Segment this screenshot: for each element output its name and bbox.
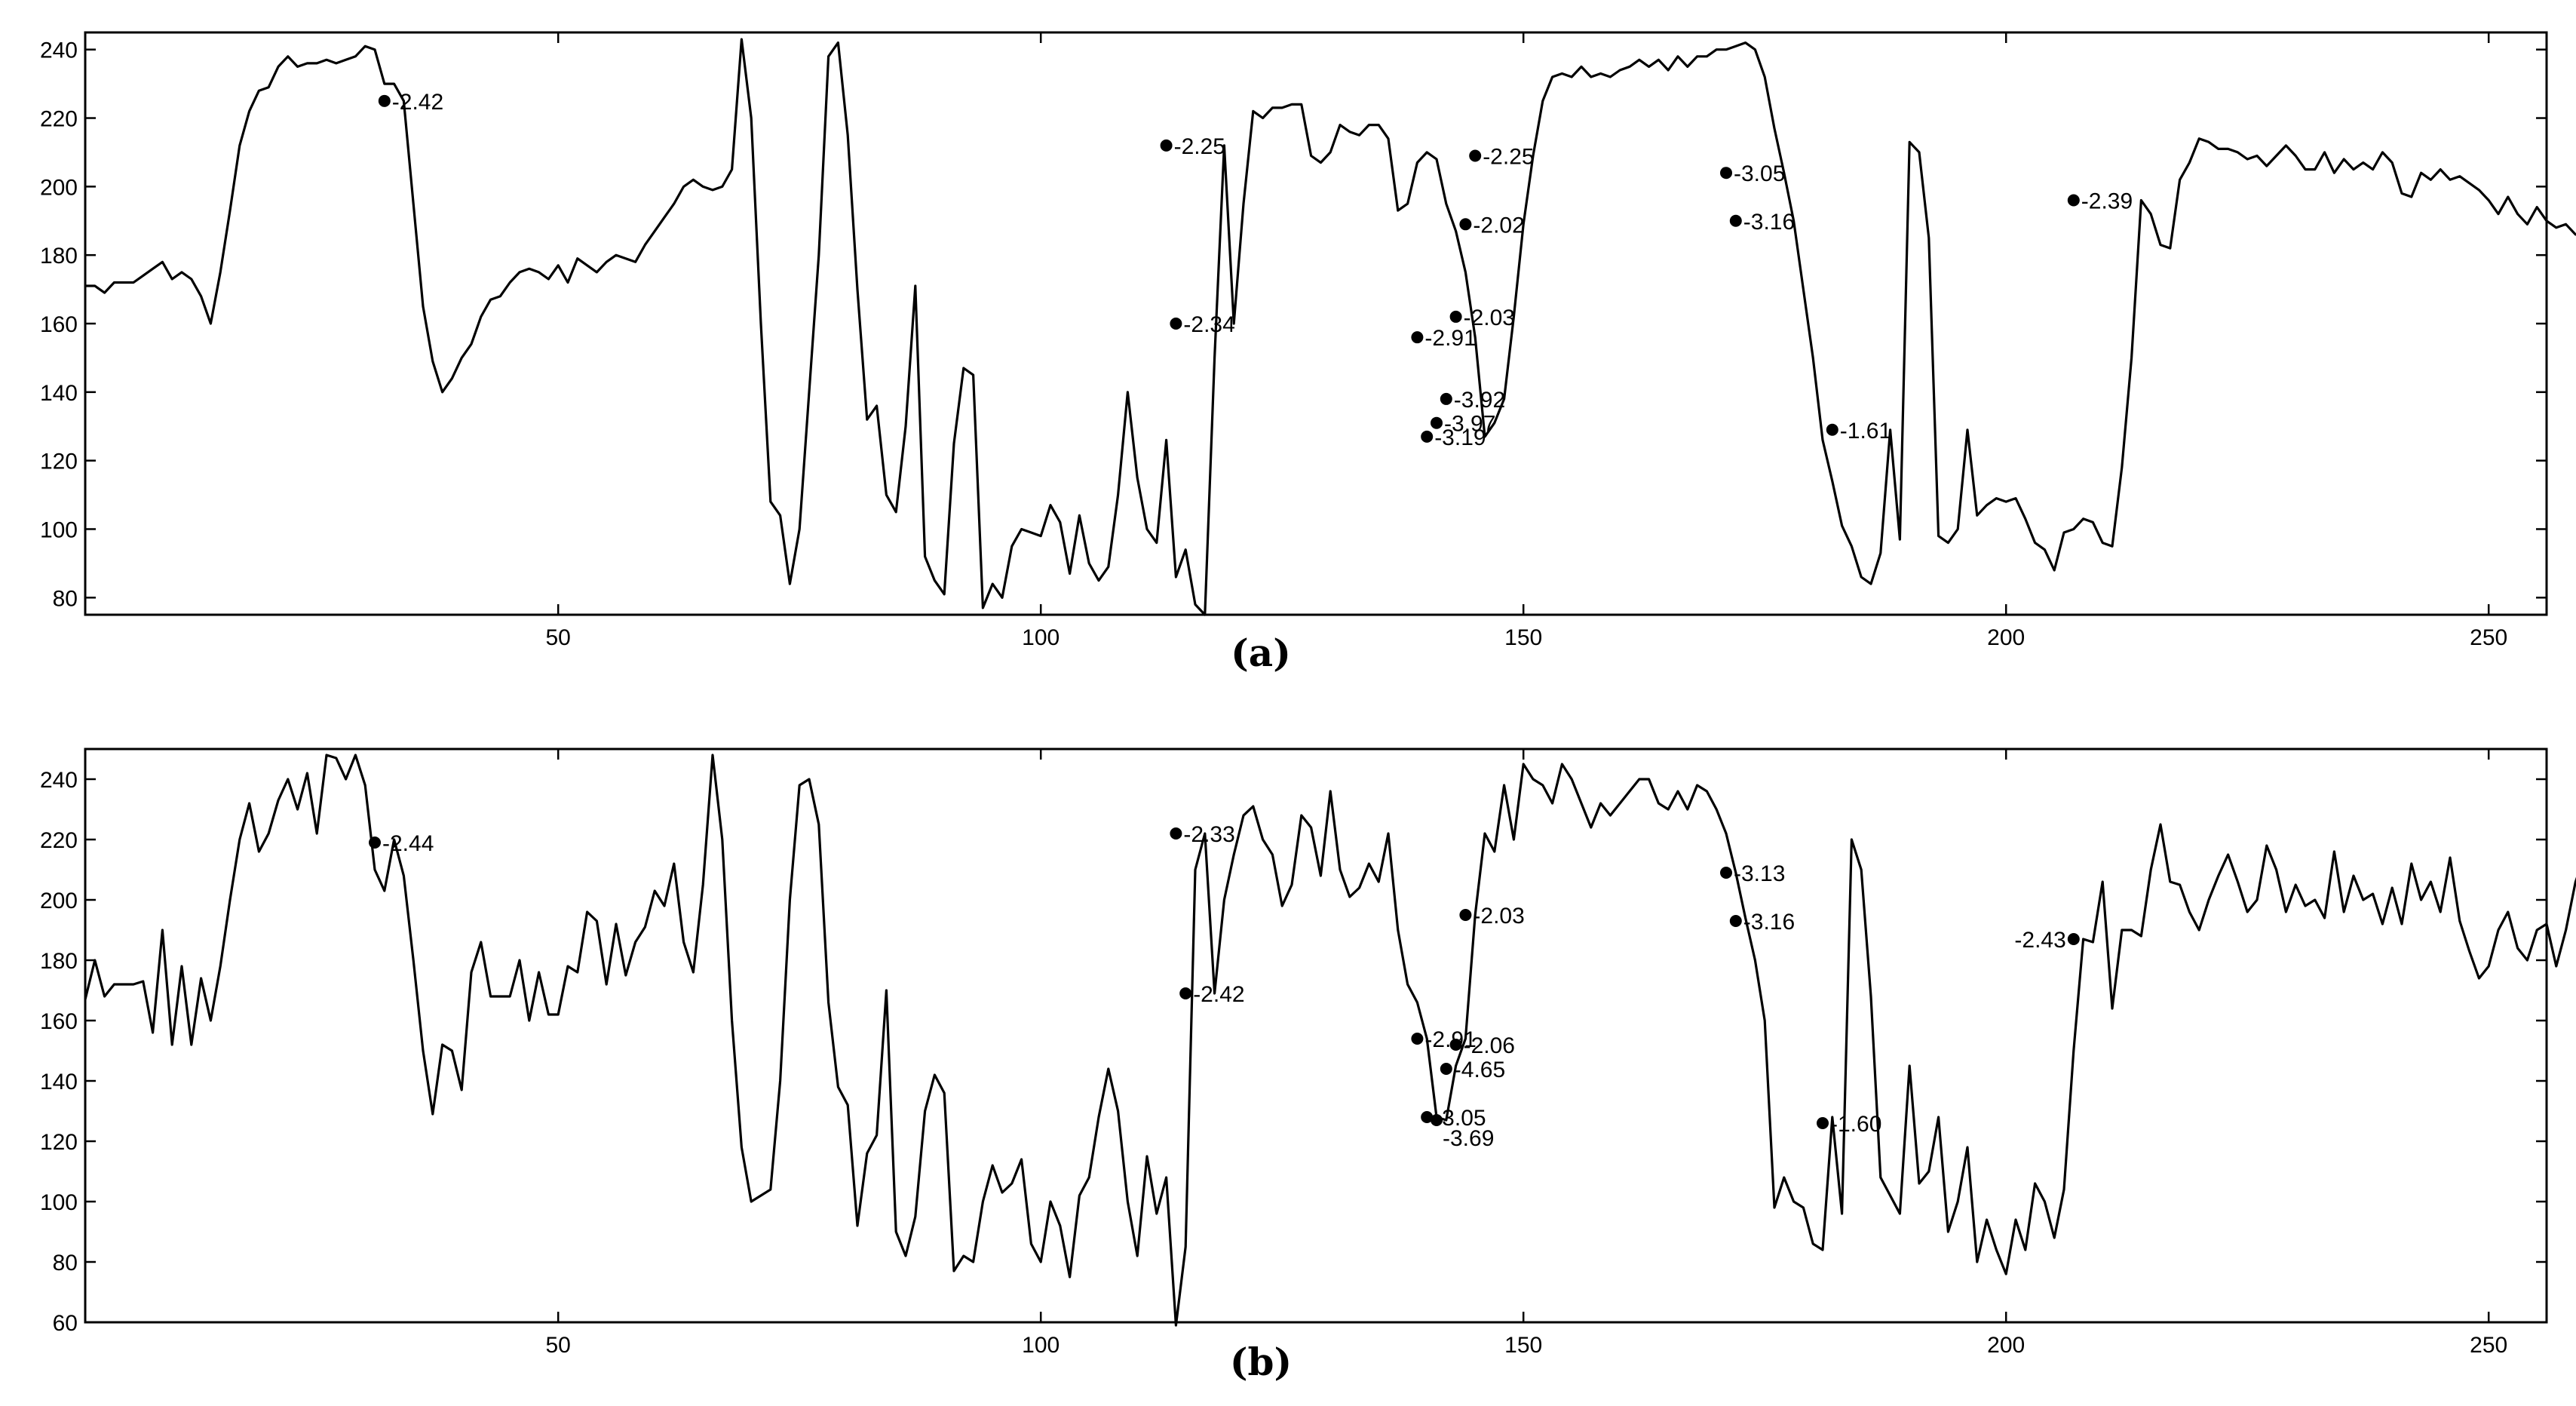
y-tick-label: 180: [40, 949, 78, 974]
annotation-point: [369, 837, 381, 849]
annotation-point: [1720, 867, 1732, 879]
annotation-point: [1440, 1063, 1452, 1075]
series-line: [85, 38, 2576, 616]
x-tick-label: 150: [1504, 625, 1542, 650]
annotation-point: [1729, 915, 1742, 927]
annotation-point: [2067, 933, 2080, 945]
annotation-label: -3.69: [1443, 1126, 1494, 1151]
annotation-label: -1.61: [1840, 419, 1891, 444]
plot-frame: [84, 748, 2548, 1324]
annotation-label: -2.03: [1473, 904, 1524, 929]
x-tick-label: 200: [1987, 1333, 2025, 1358]
y-tick-label: 100: [40, 517, 78, 542]
annotation-point: [1179, 987, 1192, 999]
y-tick-label: 220: [40, 107, 78, 132]
y-tick-label: 160: [40, 312, 78, 337]
annotation-label: -3.05: [1734, 161, 1785, 186]
annotation-label: -3.16: [1743, 210, 1795, 235]
annotation-label: -3.97: [1444, 412, 1495, 437]
annotation-label: -2.42: [1193, 982, 1244, 1007]
annotation-label: -2.91: [1424, 1027, 1476, 1052]
annotation-label: -3.13: [1734, 861, 1785, 886]
y-tick-label: 80: [53, 1251, 78, 1276]
series-line: [84, 754, 2576, 1327]
y-tick-label: 220: [40, 828, 78, 853]
annotation-label: -2.42: [392, 90, 443, 115]
annotation-label: -2.91: [1424, 326, 1476, 351]
annotation-label: -2.06: [1464, 1033, 1515, 1058]
annotation-label: -2.34: [1183, 312, 1234, 337]
annotation-point: [2067, 194, 2080, 207]
x-tick-label: 150: [1504, 1333, 1542, 1358]
annotation-point: [1459, 218, 1472, 231]
x-tick-label: 50: [546, 1333, 571, 1358]
y-tick-label: 200: [40, 175, 78, 200]
annotation-point: [1431, 416, 1443, 429]
annotation-point: [378, 94, 391, 107]
x-tick-label: 100: [1022, 625, 1060, 650]
y-tick-label: 120: [40, 1130, 78, 1155]
y-tick-label: 180: [40, 244, 78, 269]
annotation-point: [1411, 331, 1424, 344]
y-tick-label: 80: [53, 586, 78, 611]
annotation-label: -2.03: [1464, 305, 1515, 330]
annotation-point: [1826, 423, 1838, 436]
caption-b: (b): [1230, 1340, 1292, 1384]
x-tick-label: 100: [1022, 1333, 1060, 1358]
x-tick-label: 250: [2470, 625, 2507, 650]
annotation-label: -3.19: [1434, 425, 1486, 450]
annotation-point: [1421, 430, 1434, 443]
annotation-point: [1469, 149, 1482, 162]
annotation-label: -2.25: [1483, 144, 1534, 169]
annotation-point: [1459, 909, 1472, 921]
annotation-point: [1170, 318, 1182, 330]
annotation-point: [1440, 392, 1452, 405]
y-tick-label: 200: [40, 889, 78, 913]
y-tick-label: 240: [40, 38, 78, 63]
annotation-point: [1411, 1033, 1424, 1045]
annotation-point: [1449, 1039, 1462, 1051]
annotation-label: -1.60: [1830, 1112, 1881, 1137]
annotation-label: -2.33: [1183, 822, 1234, 847]
annotation-point: [1449, 310, 1462, 323]
annotation-point: [1431, 1114, 1443, 1126]
x-tick-label: 200: [1987, 625, 2025, 650]
y-tick-label: 60: [53, 1311, 78, 1336]
annotation-point: [1817, 1117, 1829, 1129]
annotation-point: [1170, 827, 1182, 840]
x-tick-label: 250: [2470, 1333, 2507, 1358]
y-tick-label: 100: [40, 1190, 78, 1215]
y-tick-label: 140: [40, 381, 78, 406]
panel-a-chart: 50 100 150 200 250 80 100 120 140 160 180 200 220 240…: [40, 31, 2576, 650]
y-tick-label: 120: [40, 450, 78, 474]
panel-b-chart: 50 100 150 200 250 60 80 100 120 140 160 180 200 220 2…: [40, 748, 2576, 1358]
annotation-label: -3.05: [1434, 1106, 1486, 1131]
annotation-label: -2.39: [2081, 189, 2133, 214]
y-tick-label: 140: [40, 1070, 78, 1094]
annotation-point: [1720, 167, 1732, 180]
annotation-label: -3.92: [1454, 388, 1505, 413]
annotation-label: -2.43: [2014, 928, 2065, 953]
y-tick-label: 160: [40, 1009, 78, 1034]
annotation-label: -2.44: [382, 831, 434, 856]
annotation-point: [1421, 1111, 1434, 1123]
annotation-label: -2.02: [1473, 213, 1524, 238]
annotation-point: [1160, 139, 1173, 152]
x-tick-label: 50: [546, 625, 571, 650]
annotation-label: -4.65: [1454, 1058, 1505, 1082]
annotation-label: -3.16: [1743, 910, 1795, 935]
annotation-label: -2.25: [1174, 134, 1225, 159]
y-tick-label: 240: [40, 768, 78, 793]
plot-frame: [84, 31, 2548, 616]
caption-a: (a): [1231, 631, 1291, 675]
annotation-point: [1729, 214, 1742, 227]
